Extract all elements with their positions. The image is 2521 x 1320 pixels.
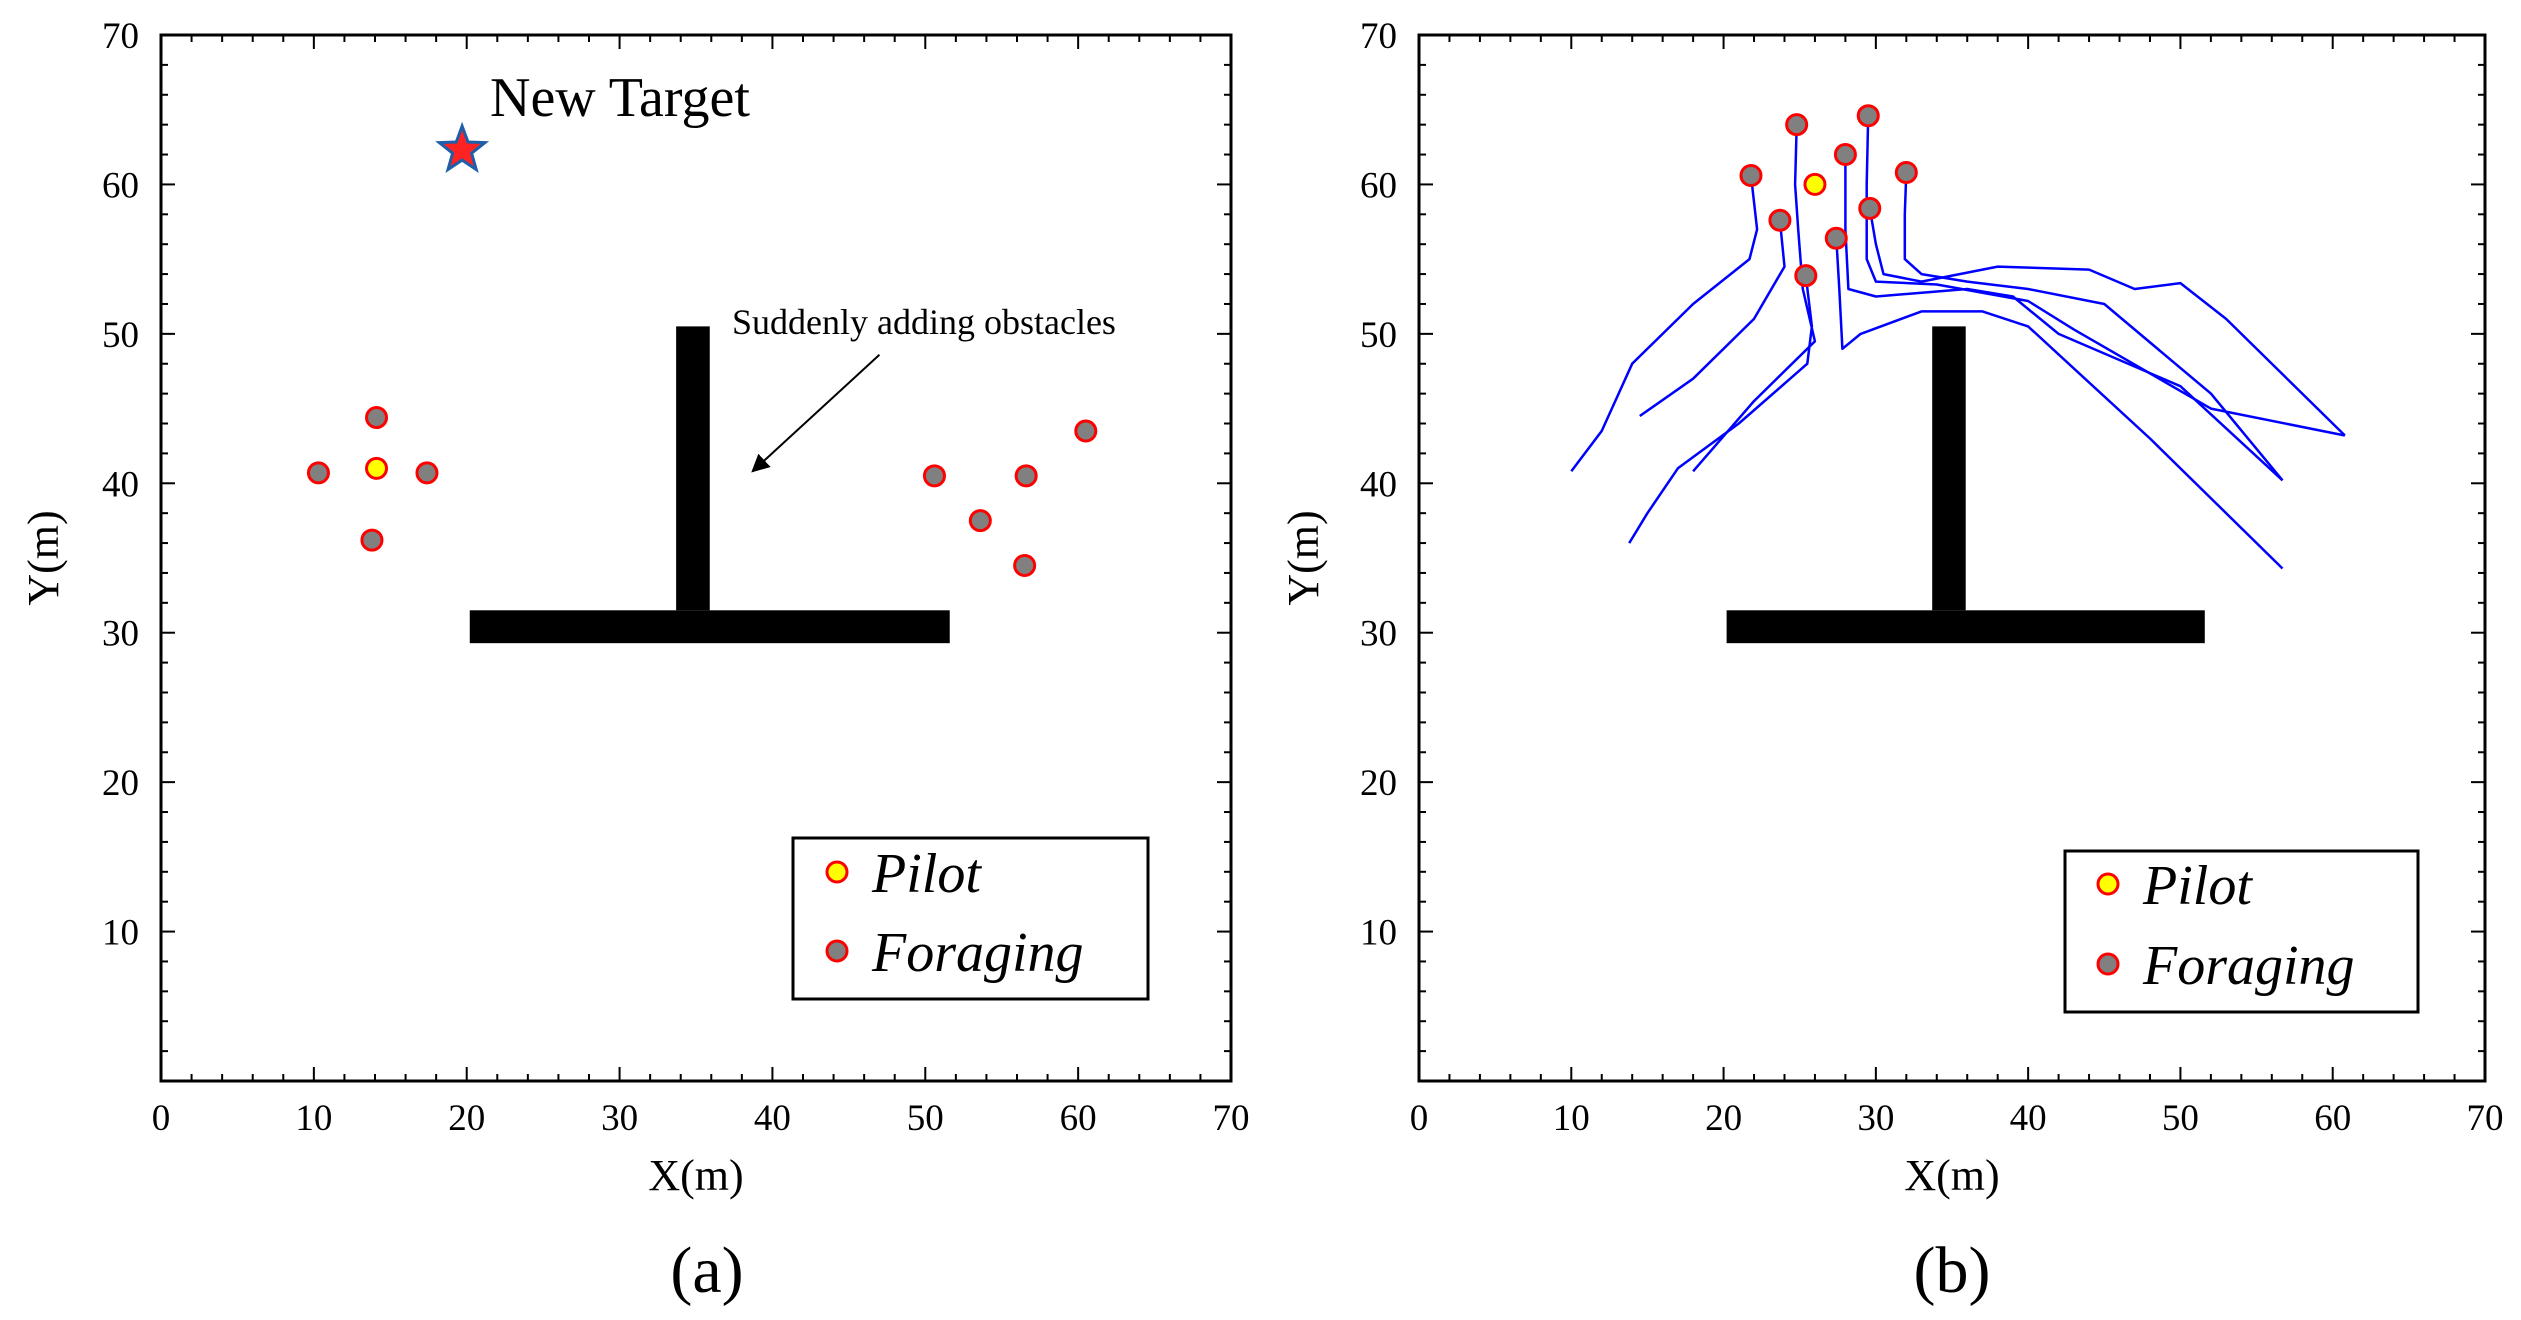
x-tick-label: 20 <box>448 1098 485 1139</box>
foraging-uav-marker <box>415 461 439 485</box>
x-tick-label: 40 <box>754 1098 791 1139</box>
legend: Pilot Foraging <box>791 836 1150 1001</box>
annotation-arrow <box>751 354 881 473</box>
legend: Pilot Foraging <box>2063 849 2420 1014</box>
legend-foraging-marker <box>825 939 849 963</box>
target-star-group: New Target <box>435 67 750 174</box>
y-tick-label: 30 <box>102 614 139 655</box>
trajectory-path-5 <box>1835 238 2284 570</box>
trajectory-path-9 <box>1903 172 2284 482</box>
y-tick-label: 20 <box>102 763 139 804</box>
x-axis-title: X(m) <box>648 1151 743 1200</box>
legend-foraging-label: Foraging <box>871 922 1084 984</box>
axis-ticks: 0 10 20 30 40 50 60 70 10 20 30 40 50 60 70 <box>1360 16 2504 1139</box>
legend-pilot-marker <box>825 860 849 884</box>
y-axis-title: Y(m) <box>1279 510 1328 605</box>
x-tick-label: 70 <box>2467 1098 2504 1139</box>
x-axis-title: X(m) <box>1904 1151 1999 1200</box>
panel-label: (b) <box>1914 1234 1991 1307</box>
foraging-uav-marker <box>1833 143 1857 167</box>
x-tick-label: 70 <box>1213 1098 1250 1139</box>
x-tick-label: 30 <box>1857 1098 1894 1139</box>
plot-frame <box>1417 33 2487 1083</box>
obstacle-horizontal-bar <box>1726 610 2205 644</box>
obstacle-vertical-bar <box>676 326 710 611</box>
foraging-uav-marker <box>968 509 992 533</box>
foraging-uav-marker <box>1785 113 1809 137</box>
foraging-uav-marker <box>1768 208 1792 232</box>
y-tick-label: 30 <box>1360 614 1397 655</box>
panel-label: (a) <box>670 1234 743 1307</box>
y-tick-label: 70 <box>102 16 139 57</box>
y-tick-label: 40 <box>1360 464 1397 505</box>
foraging-uav-marker <box>922 464 946 488</box>
trajectory-path-6 <box>1844 154 2284 482</box>
trajectory-path-4 <box>1628 275 1814 544</box>
x-tick-label: 50 <box>2162 1098 2199 1139</box>
y-tick-label: 70 <box>1360 16 1397 57</box>
x-tick-label: 60 <box>1060 1098 1097 1139</box>
foraging-uav-marker <box>1739 163 1763 187</box>
obstacles <box>469 326 950 644</box>
pilot-uav-marker <box>1803 172 1827 196</box>
axis-ticks: 0 10 20 30 40 50 60 70 10 20 30 40 50 60 70 <box>102 16 1250 1139</box>
foraging-uav-marker <box>365 406 389 430</box>
x-tick-label: 10 <box>295 1098 332 1139</box>
obstacle-vertical-bar <box>1932 326 1966 611</box>
foraging-uav-marker <box>1074 419 1098 443</box>
y-tick-label: 50 <box>102 315 139 356</box>
legend-box <box>791 836 1150 1001</box>
uav-markers <box>1739 104 1918 288</box>
trajectory-path-8 <box>1868 208 2346 437</box>
pilot-uav-marker <box>365 456 389 480</box>
target-label: New Target <box>490 67 750 129</box>
y-tick-label: 50 <box>1360 315 1397 356</box>
legend-pilot-marker <box>2096 872 2120 896</box>
y-tick-label: 10 <box>102 913 139 954</box>
x-tick-label: 0 <box>1410 1098 1429 1139</box>
trajectory-path-2 <box>1639 220 1786 418</box>
annotation: Suddenly adding obstacles <box>732 302 1116 473</box>
x-tick-label: 10 <box>1553 1098 1590 1139</box>
annotation-text: Suddenly adding obstacles <box>732 302 1116 342</box>
trajectory-path-3 <box>1692 124 1817 473</box>
y-axis-title: Y(m) <box>19 510 68 605</box>
x-tick-label: 20 <box>1705 1098 1742 1139</box>
x-tick-label: 50 <box>907 1098 944 1139</box>
legend-box <box>2063 849 2420 1014</box>
y-tick-label: 10 <box>1360 913 1397 954</box>
foraging-uav-marker <box>1013 553 1037 577</box>
foraging-uav-marker <box>360 528 384 552</box>
x-tick-label: 40 <box>2010 1098 2047 1139</box>
x-tick-label: 60 <box>2314 1098 2351 1139</box>
foraging-uav-marker <box>1824 226 1848 250</box>
x-tick-label: 0 <box>152 1098 171 1139</box>
uav-markers <box>306 406 1098 577</box>
obstacles <box>1726 326 2205 644</box>
trajectory-path-1 <box>1570 175 1759 473</box>
legend-foraging-marker <box>2096 952 2120 976</box>
target-star <box>435 121 490 174</box>
foraging-uav-marker <box>1014 464 1038 488</box>
foraging-uav-marker <box>1794 264 1818 288</box>
plot-frame <box>159 33 1233 1083</box>
legend-pilot-label: Pilot <box>871 843 982 905</box>
obstacle-horizontal-bar <box>469 610 950 644</box>
y-tick-label: 60 <box>102 165 139 206</box>
foraging-uav-marker <box>1856 104 1880 128</box>
legend-pilot-label: Pilot <box>2142 855 2253 917</box>
foraging-uav-marker <box>306 461 330 485</box>
legend-foraging-label: Foraging <box>2142 935 2355 997</box>
y-tick-label: 20 <box>1360 763 1397 804</box>
foraging-uav-marker <box>1894 160 1918 184</box>
y-tick-label: 40 <box>102 464 139 505</box>
foraging-uav-marker <box>1858 196 1882 220</box>
y-tick-label: 60 <box>1360 165 1397 206</box>
x-tick-label: 30 <box>601 1098 638 1139</box>
